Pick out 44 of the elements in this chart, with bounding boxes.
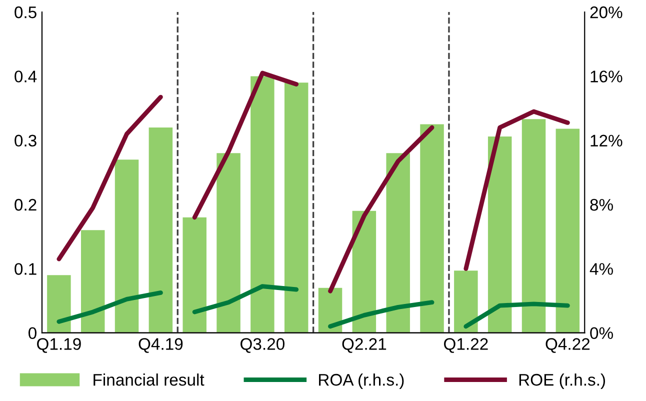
line-series bbox=[464, 109, 570, 271]
bar bbox=[556, 128, 580, 333]
y-tick-label: 0.3 bbox=[14, 134, 36, 147]
line-series bbox=[328, 300, 434, 329]
bar bbox=[352, 210, 376, 333]
bar bbox=[148, 128, 173, 333]
legend-label: Financial result bbox=[94, 373, 204, 386]
y2-tick-label: 16% bbox=[590, 70, 622, 82]
bar bbox=[80, 230, 105, 333]
line-series bbox=[192, 284, 299, 314]
bar bbox=[216, 153, 240, 333]
bar bbox=[522, 119, 546, 333]
line-series bbox=[56, 290, 163, 324]
legend-label: ROA (r.h.s.) bbox=[319, 373, 404, 390]
y-tick-label: 0.5 bbox=[14, 6, 36, 18]
y2-tick-label: 4% bbox=[590, 263, 613, 275]
legend-label: ROE (r.h.s.) bbox=[519, 373, 605, 390]
bar bbox=[47, 275, 71, 333]
line-series bbox=[192, 70, 299, 220]
bar bbox=[420, 124, 444, 333]
x-tick-label: Q4.22 bbox=[546, 338, 590, 353]
y2-tick-label: 8% bbox=[590, 198, 613, 211]
bar bbox=[488, 136, 512, 333]
x-tick-label: Q1.22 bbox=[444, 338, 488, 353]
bar bbox=[114, 160, 139, 333]
x-tick-label: Q4.19 bbox=[138, 338, 183, 353]
y-tick-label: 0 bbox=[28, 327, 36, 340]
y2-tick-label: 0% bbox=[590, 327, 613, 340]
bar bbox=[386, 153, 410, 333]
bar bbox=[250, 76, 274, 333]
bar bbox=[318, 288, 342, 333]
y2-tick-label: 20% bbox=[590, 6, 622, 18]
bar bbox=[454, 270, 478, 333]
line-series bbox=[328, 125, 434, 294]
y-tick-label: 0.4 bbox=[14, 70, 37, 82]
y-tick-label: 0.2 bbox=[14, 198, 36, 211]
x-tick-label: Q1.19 bbox=[37, 338, 81, 353]
y2-tick-label: 12% bbox=[590, 134, 622, 146]
y-tick-label: 0.1 bbox=[14, 263, 36, 275]
bar bbox=[284, 82, 308, 333]
line-series bbox=[56, 94, 163, 262]
x-tick-label: Q2.21 bbox=[342, 338, 386, 353]
x-tick-label: Q3.20 bbox=[240, 338, 284, 353]
bar bbox=[182, 217, 206, 333]
